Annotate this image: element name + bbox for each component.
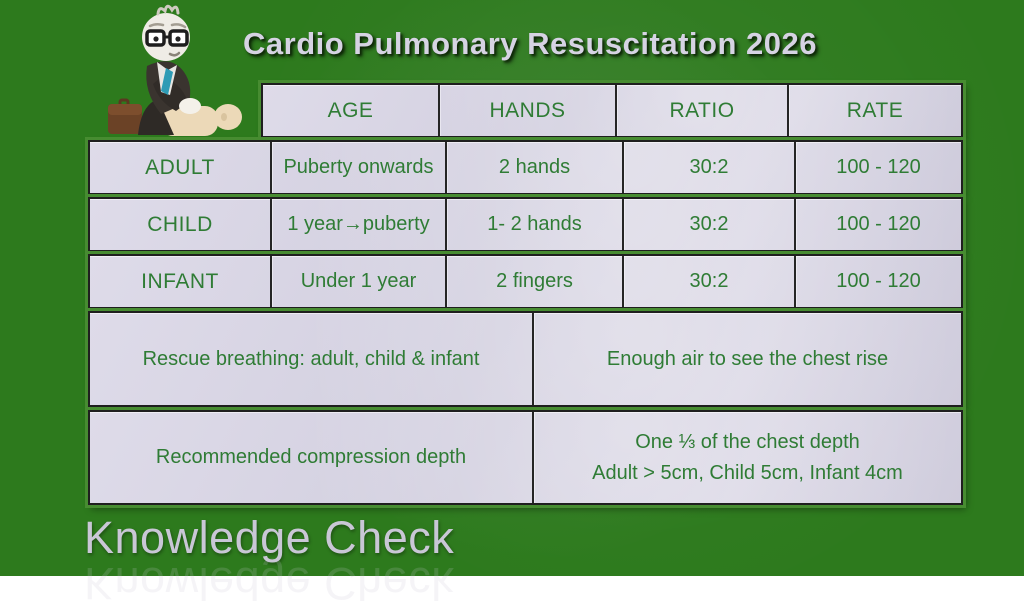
man-hair [156, 4, 180, 16]
column-header-age: AGE [327, 98, 374, 122]
child-hands-cell: 1- 2 hands [445, 199, 622, 250]
compression-depth-value: One ⅓ of the chest depth Adult > 5cm, Ch… [532, 412, 961, 503]
knowledge-check-reflection: Knowledge Check [84, 558, 455, 609]
man-mouth [168, 51, 181, 57]
cpr-dummy-head [214, 104, 242, 130]
table-row-infant: INFANT Under 1 year 2 fingers 30:2 100 -… [88, 254, 963, 309]
cpr-dummy-ear [221, 113, 227, 121]
man-legs [138, 99, 174, 135]
briefcase-lid [108, 104, 142, 115]
adult-hands-cell: 2 hands [445, 142, 622, 193]
man-eye-left [153, 36, 159, 42]
adult-age-cell: Puberty onwards [270, 142, 445, 193]
table-row-child: CHILD 1 year→puberty 1- 2 hands 30:2 100… [88, 197, 963, 252]
rescue-breathing-row: Rescue breathing: adult, child & infant … [88, 311, 963, 407]
compression-depth-line1: One ⅓ of the chest depth [635, 430, 860, 453]
man-tie [161, 68, 173, 95]
infant-hands-cell: 2 fingers [445, 256, 622, 307]
column-header-rate: RATE [787, 85, 961, 136]
column-header-ratio: RATIO [615, 85, 787, 136]
row-label-adult: ADULT [145, 155, 215, 179]
cpr-cartoon-svg [108, 4, 242, 136]
infant-age-cell: Under 1 year [270, 256, 445, 307]
child-age-cell: 1 year→puberty [270, 199, 445, 250]
slide-title: Cardio Pulmonary Resuscitation 2026 [243, 26, 817, 61]
row-label-infant: INFANT [141, 269, 219, 293]
compression-depth-line2: Adult > 5cm, Child 5cm, Infant 4cm [592, 461, 903, 484]
table-row-adult: ADULT Puberty onwards 2 hands 30:2 100 -… [88, 140, 963, 195]
man-eye-right [175, 36, 181, 42]
child-rate-cell: 100 - 120 [794, 199, 961, 250]
infant-ratio-cell: 30:2 [622, 256, 794, 307]
adult-ratio-cell: 30:2 [622, 142, 794, 193]
cpr-cartoon-illustration [100, 4, 250, 144]
table-header-row: AGE HANDS RATIO RATE [261, 83, 963, 138]
row-label-child: CHILD [147, 212, 213, 236]
rescue-breathing-value: Enough air to see the chest rise [532, 313, 961, 405]
adult-rate-cell: 100 - 120 [794, 142, 961, 193]
column-header-hands: HANDS [438, 85, 615, 136]
compression-depth-row: Recommended compression depth One ⅓ of t… [88, 410, 963, 505]
child-ratio-cell: 30:2 [622, 199, 794, 250]
man-eyebrow-left [148, 22, 165, 28]
compression-depth-label: Recommended compression depth [155, 446, 467, 468]
man-hands [179, 98, 201, 114]
cpr-dummy-torso [160, 106, 218, 136]
rescue-breathing-label: Rescue breathing: adult, child & infant [142, 347, 480, 370]
man-eyebrow-right [170, 23, 187, 29]
knowledge-check-text: Knowledge Check [84, 512, 455, 563]
infant-rate-cell: 100 - 120 [794, 256, 961, 307]
